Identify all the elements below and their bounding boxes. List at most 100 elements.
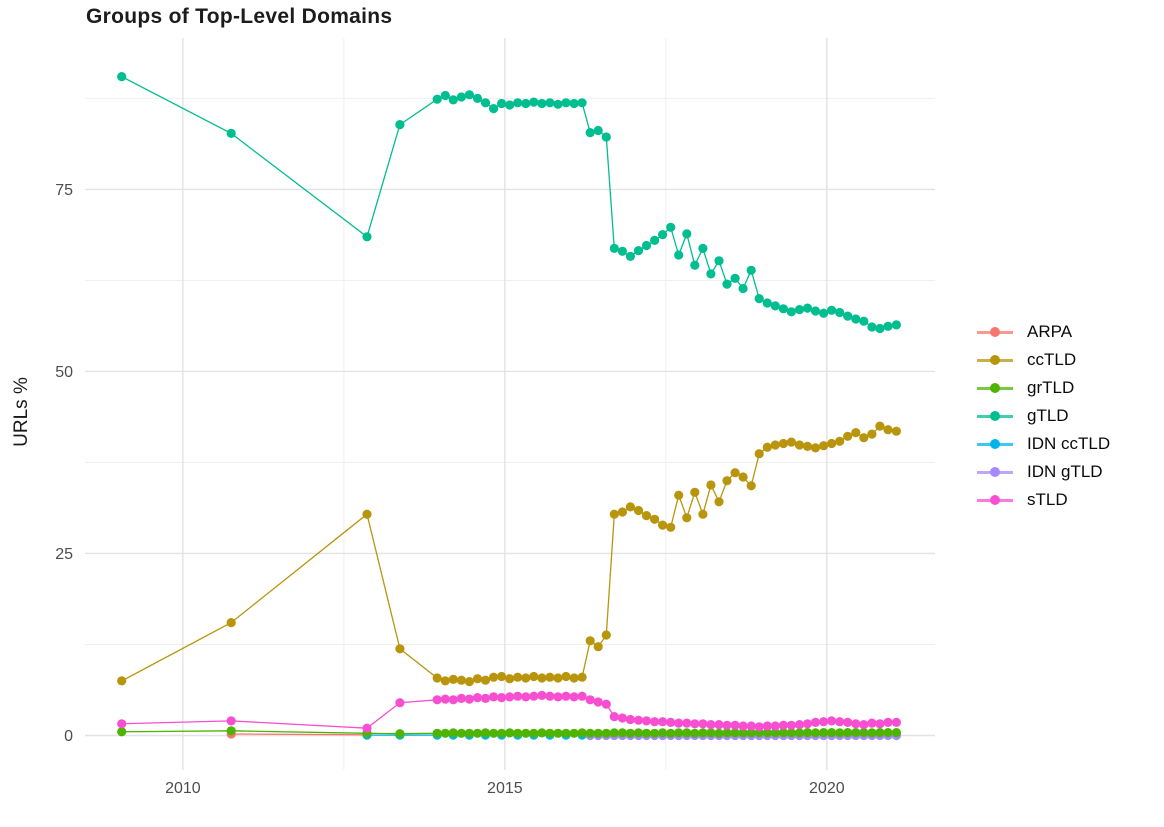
data-point	[432, 673, 442, 683]
data-point	[883, 425, 893, 435]
data-point	[875, 421, 885, 431]
data-point	[585, 128, 595, 138]
data-point	[722, 476, 732, 486]
data-point	[505, 728, 515, 738]
data-point	[545, 672, 555, 682]
data-point	[891, 728, 902, 738]
data-point	[609, 509, 619, 519]
data-point	[786, 728, 797, 738]
data-point	[714, 720, 724, 730]
data-point	[569, 692, 579, 702]
data-point	[802, 728, 813, 738]
data-point	[569, 728, 579, 738]
data-point	[432, 728, 442, 738]
data-point	[561, 691, 571, 701]
data-point	[553, 692, 563, 702]
data-point	[395, 729, 405, 739]
data-point	[875, 728, 885, 738]
data-point	[577, 672, 587, 682]
data-point	[117, 676, 127, 686]
data-point	[867, 322, 877, 332]
data-point	[722, 720, 732, 730]
data-point	[464, 728, 474, 738]
data-point	[561, 98, 571, 108]
data-point	[593, 728, 603, 738]
legend-key-arpa	[977, 326, 1013, 338]
data-point	[448, 674, 458, 685]
legend: ARPA ccTLD grTLD gTLD IDN ccTLD IDN gTLD…	[977, 318, 1110, 514]
data-point	[682, 718, 692, 728]
data-point	[843, 431, 853, 441]
x-tick-label: 2020	[809, 780, 845, 797]
x-axis-tick-labels: 2010 2015 2020	[165, 780, 845, 797]
data-point	[521, 728, 531, 738]
y-tick-label: 50	[55, 364, 73, 381]
y-axis-title: URLs %	[11, 377, 32, 447]
data-point	[395, 644, 405, 654]
data-point	[633, 505, 644, 516]
data-point	[810, 443, 821, 453]
data-point	[666, 522, 676, 532]
data-point	[633, 728, 644, 738]
data-point	[226, 128, 236, 138]
data-point	[601, 132, 611, 142]
data-point	[625, 502, 636, 512]
data-point	[625, 251, 636, 261]
data-point	[529, 671, 539, 682]
data-point	[585, 695, 595, 705]
data-point	[706, 728, 716, 738]
data-point	[754, 294, 764, 304]
data-point	[513, 672, 523, 682]
data-point	[609, 712, 619, 722]
data-point	[714, 497, 724, 507]
data-point	[593, 125, 603, 136]
data-point	[633, 715, 644, 725]
data-point	[690, 487, 700, 497]
data-point	[827, 438, 837, 449]
data-point	[843, 311, 853, 321]
data-point	[666, 222, 676, 232]
data-point	[456, 675, 466, 685]
data-point	[778, 720, 789, 730]
data-point	[666, 717, 676, 728]
series-line-arpa	[231, 733, 368, 736]
data-point	[440, 676, 450, 686]
data-point	[569, 673, 579, 683]
data-point	[489, 728, 499, 738]
legend-item-arpa: ARPA	[977, 318, 1110, 346]
data-point	[827, 716, 837, 726]
data-point	[489, 104, 499, 114]
y-tick-label: 75	[55, 182, 73, 199]
data-point	[786, 307, 797, 317]
data-point	[827, 728, 837, 738]
data-point	[802, 303, 813, 313]
data-point	[778, 728, 789, 738]
data-point	[835, 717, 845, 727]
data-point	[226, 716, 236, 726]
data-point	[117, 727, 127, 737]
data-point	[754, 722, 764, 732]
data-point	[505, 674, 515, 684]
data-point	[730, 720, 740, 730]
data-point	[730, 728, 740, 738]
data-point	[521, 98, 531, 109]
chart-title: Groups of Top-Level Domains	[86, 5, 393, 28]
series-grtld	[117, 726, 902, 739]
data-point	[505, 692, 515, 702]
data-point	[746, 728, 756, 738]
data-point	[819, 728, 829, 738]
data-point	[537, 690, 547, 701]
data-point	[650, 717, 660, 727]
data-point	[859, 720, 869, 730]
legend-item-stld: sTLD	[977, 486, 1110, 514]
data-point	[545, 98, 555, 108]
data-point	[480, 675, 491, 685]
data-point	[601, 699, 611, 709]
legend-key-cctld	[977, 354, 1013, 366]
data-point	[762, 721, 772, 731]
data-point	[859, 433, 869, 443]
legend-key-stld	[977, 494, 1013, 506]
data-point	[432, 94, 442, 104]
data-point	[891, 320, 902, 330]
